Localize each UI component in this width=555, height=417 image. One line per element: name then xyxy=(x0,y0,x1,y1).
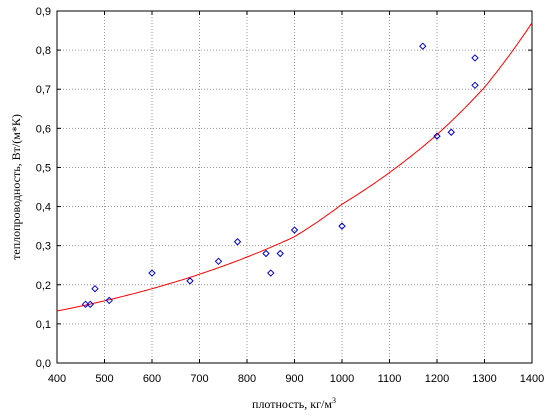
data-point xyxy=(447,128,455,136)
data-points xyxy=(81,42,479,309)
data-point xyxy=(276,249,284,258)
x-tick-label: 1100 xyxy=(378,373,402,385)
x-tick-label: 1300 xyxy=(472,373,496,385)
x-axis-tick-labels: 400 500 600 700 800 900 1000 1100 1200 1300 1400 xyxy=(48,373,544,385)
y-tick-label: 0,8 xyxy=(36,45,51,57)
data-point xyxy=(338,222,346,230)
y-tick-label: 0,6 xyxy=(36,123,51,135)
y-tick-label: 0,3 xyxy=(36,241,51,253)
axis-ticks xyxy=(56,10,533,364)
x-tick-label: 1400 xyxy=(520,373,544,385)
x-tick-label: 400 xyxy=(48,373,66,385)
x-tick-label: 800 xyxy=(238,373,256,385)
y-tick-label: 0,0 xyxy=(36,358,51,370)
data-point xyxy=(186,277,194,285)
data-point xyxy=(105,296,113,305)
data-point xyxy=(214,257,223,266)
data-point xyxy=(262,249,270,258)
x-tick-label: 700 xyxy=(190,373,208,385)
plot-frame xyxy=(56,10,533,364)
data-point xyxy=(81,300,90,309)
fit-curve xyxy=(56,22,533,312)
data-point xyxy=(267,269,275,277)
x-tick-label: 600 xyxy=(143,373,161,385)
y-tick-label: 0,5 xyxy=(36,162,51,174)
data-point xyxy=(86,300,94,309)
y-tick-label: 0,4 xyxy=(36,202,51,214)
data-point xyxy=(233,238,242,246)
data-point xyxy=(290,226,299,234)
x-tick-label: 1000 xyxy=(330,373,354,385)
y-axis-tick-labels: 0,0 0,1 0,2 0,3 0,4 0,5 0,6 0,7 0,8 0,9 xyxy=(36,6,51,370)
x-axis-title-superscript: 3 xyxy=(332,396,336,405)
y-tick-label: 0,1 xyxy=(36,319,51,331)
data-point xyxy=(433,132,441,140)
x-tick-label: 1200 xyxy=(425,373,449,385)
x-axis-title: плотность, кг/м3 xyxy=(252,396,336,411)
y-tick-label: 0,2 xyxy=(36,280,51,292)
data-point xyxy=(471,54,479,62)
y-axis-title: теплопроводность, Вт/(м*К) xyxy=(9,114,23,260)
data-point xyxy=(471,81,479,90)
grid xyxy=(57,11,532,363)
y-tick-label: 0,9 xyxy=(36,6,51,18)
data-point xyxy=(419,42,427,50)
y-tick-label: 0,7 xyxy=(36,84,51,96)
data-point xyxy=(148,269,156,277)
data-point xyxy=(91,284,99,293)
x-tick-label: 900 xyxy=(285,373,303,385)
x-tick-label: 500 xyxy=(95,373,113,385)
